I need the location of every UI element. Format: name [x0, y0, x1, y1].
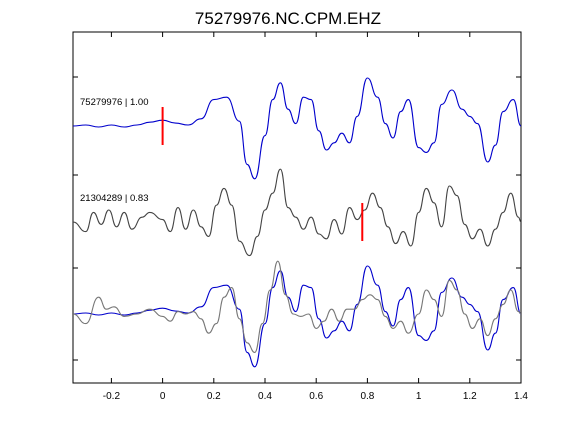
trace-panel-3 — [72, 260, 522, 368]
trace-panel-2: 21304289 | 0.83 — [72, 168, 522, 257]
axis-ticks: -0.2 0 0.2 0.4 0.6 0.8 1 1.2 1.4 — [73, 32, 528, 402]
trace-label: 75279976 | 1.00 — [80, 97, 149, 108]
x-tick-label: 1.4 — [514, 391, 528, 402]
trace-panel-1: 75279976 | 1.00 — [72, 77, 522, 180]
waveform-line — [72, 168, 522, 257]
traces: 75279976 | 1.00 21304289 | 0.83 — [72, 77, 522, 368]
x-tick-label: 0.8 — [360, 391, 374, 402]
waveform-line — [72, 260, 522, 353]
x-tick-label: 0.2 — [207, 391, 221, 402]
chart-title: 75279976.NC.CPM.EHZ — [195, 9, 381, 28]
waveform-line — [72, 77, 522, 180]
trace-label: 21304289 | 0.83 — [80, 193, 149, 204]
x-tick-label: -0.2 — [103, 391, 121, 402]
x-tick-label: 1.2 — [463, 391, 477, 402]
x-tick-label: 0 — [160, 391, 166, 402]
x-tick-label: 1 — [416, 391, 422, 402]
waveform-line — [72, 265, 522, 368]
x-tick-label: 0.4 — [258, 391, 272, 402]
plot-frame — [72, 31, 522, 384]
x-tick-label: 0.6 — [309, 391, 323, 402]
